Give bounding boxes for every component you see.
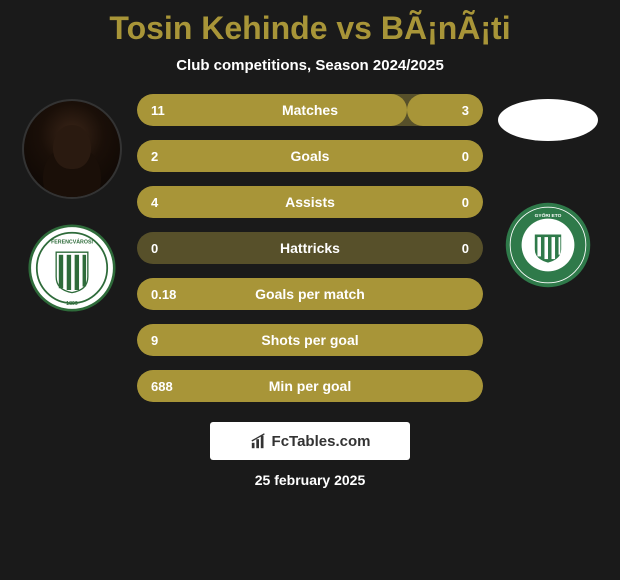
player-photo-left [22,99,122,199]
club-badge-left: FERENCVÁROSI 1899 [28,224,116,312]
brand-text: FcTables.com [272,433,371,450]
bars-icon [250,432,268,450]
stat-row: 688 Min per goal [137,370,483,402]
stat-label: Assists [285,194,335,210]
stat-value-left: 688 [151,379,173,394]
stat-value-right: 0 [462,241,469,256]
stat-row: 2 Goals 0 [137,140,483,172]
stat-value-right: 0 [462,195,469,210]
gyor-badge-icon: GYŐRI ETO [504,201,592,289]
stat-label: Goals per match [255,286,365,302]
stat-value-left: 11 [151,103,165,118]
stat-label: Min per goal [269,378,351,394]
stat-value-right: 3 [462,103,469,118]
stat-label: Goals [291,148,330,164]
stat-fill-right [407,94,483,126]
stat-value-left: 2 [151,149,158,164]
main-area: FERENCVÁROSI 1899 11 Matches 3 2 Goals 0 4 Assi… [0,94,620,402]
stats-column: 11 Matches 3 2 Goals 0 4 Assists 0 0 Hattricks 0 0.1… [137,94,483,402]
stat-row: 9 Shots per goal [137,324,483,356]
stat-label: Matches [282,102,338,118]
stat-row: 11 Matches 3 [137,94,483,126]
stat-value-left: 0.18 [151,287,176,302]
stat-value-left: 9 [151,333,158,348]
left-column: FERENCVÁROSI 1899 [7,94,137,312]
page-subtitle: Club competitions, Season 2024/2025 [0,57,620,74]
stat-value-left: 0 [151,241,158,256]
stat-label: Hattricks [280,240,340,256]
stat-label: Shots per goal [261,332,358,348]
ferencvaros-badge-icon: FERENCVÁROSI 1899 [28,224,116,312]
club-badge-right: GYŐRI ETO [504,201,592,289]
stat-value-left: 4 [151,195,158,210]
svg-text:FERENCVÁROSI: FERENCVÁROSI [51,238,93,245]
stat-fill-left [137,94,407,126]
stat-value-right: 0 [462,149,469,164]
svg-text:1899: 1899 [66,301,78,307]
brand-logo: FcTables.com [210,422,410,460]
stat-row: 0.18 Goals per match [137,278,483,310]
right-column: GYŐRI ETO [483,94,613,289]
stat-row: 4 Assists 0 [137,186,483,218]
player-photo-right-placeholder [498,99,598,141]
infographic-root: Tosin Kehinde vs BÃ¡nÃ¡ti Club competiti… [0,0,620,580]
page-title: Tosin Kehinde vs BÃ¡nÃ¡ti [0,10,620,47]
stat-row: 0 Hattricks 0 [137,232,483,264]
date-text: 25 february 2025 [0,472,620,488]
